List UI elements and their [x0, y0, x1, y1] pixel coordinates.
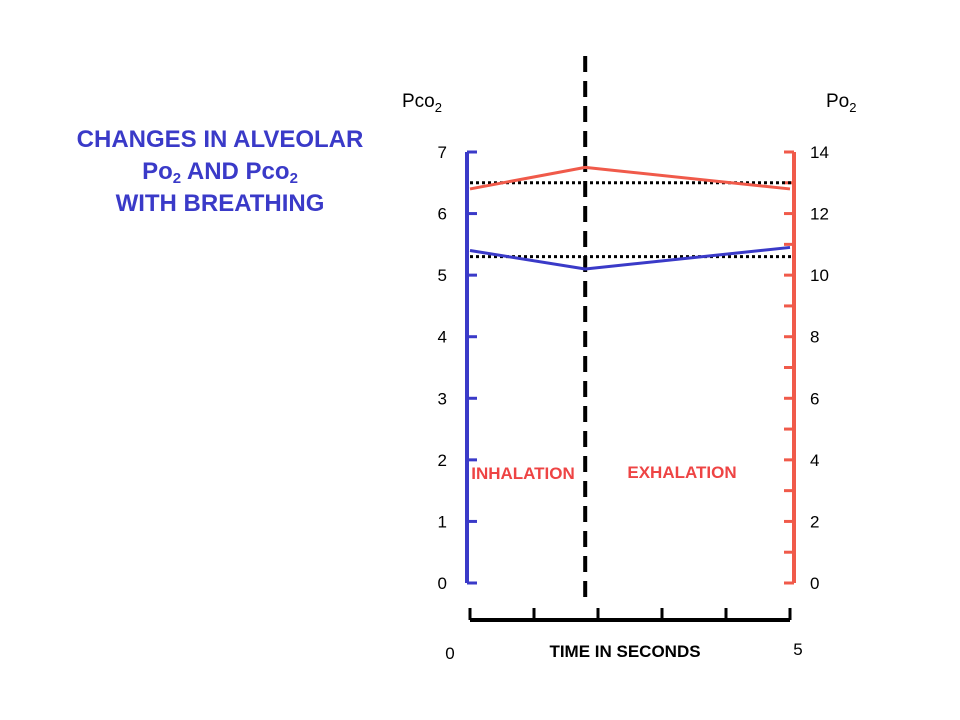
left-tick-label: 6 — [438, 205, 447, 224]
chart-title: CHANGES IN ALVEOLAR Po2 AND Pco2 WITH BR… — [20, 124, 420, 220]
title-po-sub: 2 — [172, 170, 182, 187]
right-tick-label: 12 — [810, 205, 829, 224]
inhalation-label: INHALATION — [471, 464, 575, 483]
left-tick-label: 7 — [438, 143, 447, 162]
right-tick-label: 0 — [810, 574, 819, 593]
title-line-3: WITH BREATHING — [115, 190, 325, 217]
right-tick-label: 10 — [810, 266, 829, 285]
title-line-2: Po2 AND Pco2 — [20, 156, 420, 188]
right-tick-label: 14 — [810, 143, 829, 162]
left-axis-title: Pco2 — [402, 91, 442, 115]
title-line-1: CHANGES IN ALVEOLAR — [76, 126, 364, 153]
left-tick-label: 1 — [438, 512, 447, 531]
exhalation-label: EXHALATION — [627, 463, 736, 482]
right-axis-title: Po2 — [826, 91, 856, 115]
x-tick-label-start: 0 — [445, 644, 454, 663]
title-and-pco: AND Pco — [181, 158, 290, 185]
x-tick-label-end: 5 — [793, 640, 802, 659]
left-tick-label: 5 — [438, 266, 447, 285]
x-axis-label: TIME IN SECONDS — [549, 642, 700, 661]
series-line-po2 — [469, 165, 791, 191]
right-tick-label: 2 — [810, 512, 819, 531]
right-tick-label: 4 — [810, 451, 819, 470]
right-tick-label: 6 — [810, 389, 819, 408]
title-po: Po — [142, 158, 173, 185]
series-line-pco2 — [469, 245, 791, 271]
left-tick-label: 2 — [438, 451, 447, 470]
left-tick-label: 4 — [438, 328, 447, 347]
title-pco-sub: 2 — [289, 170, 298, 187]
left-tick-label: 0 — [438, 574, 447, 593]
right-tick-label: 8 — [810, 328, 819, 347]
left-tick-label: 3 — [438, 389, 447, 408]
